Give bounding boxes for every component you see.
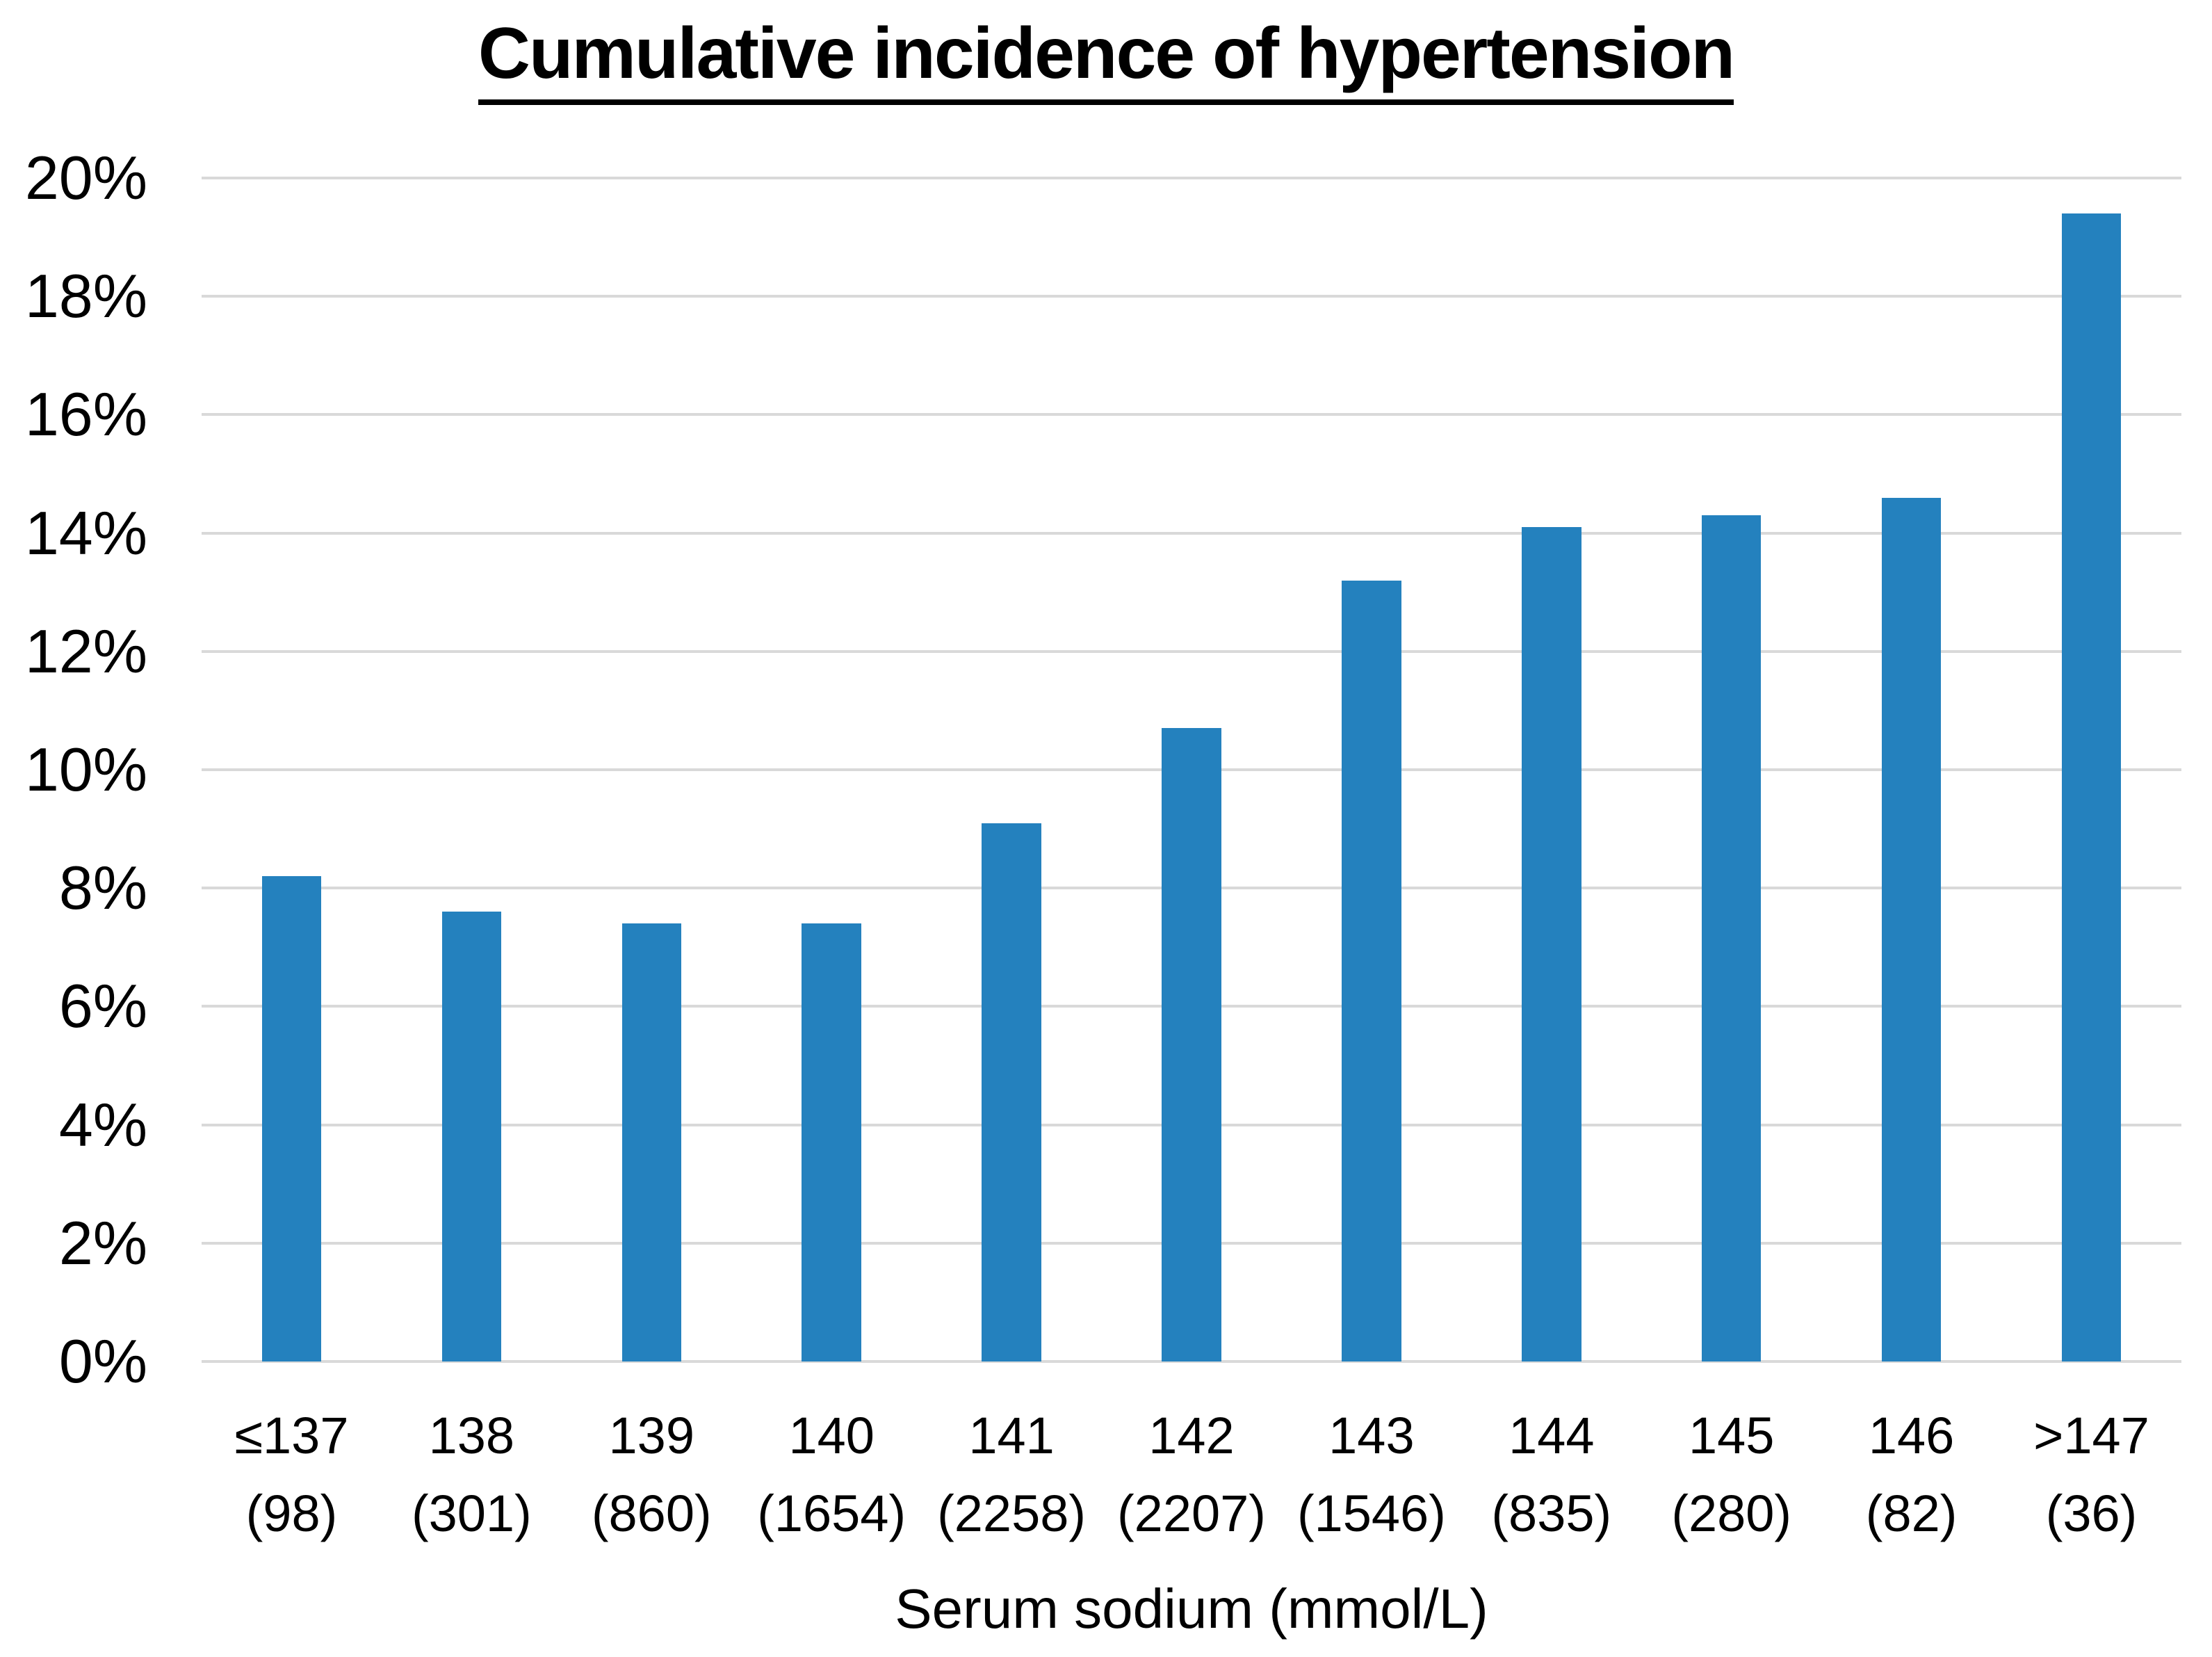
bar-138: [441, 912, 502, 1361]
x-tick-label: 141: [968, 1407, 1055, 1464]
x-tick-label: >147: [2033, 1407, 2149, 1464]
x-label-cell: 145 (280): [1641, 1410, 1821, 1539]
bar-column: [2001, 178, 2181, 1361]
x-axis-title: Serum sodium (mmol/L): [895, 1578, 1488, 1640]
bar-column: [562, 178, 742, 1361]
x-tick-label: 144: [1508, 1407, 1595, 1464]
chart-title-text: Cumulative incidence of hypertension: [478, 13, 1735, 105]
bar-146: [1881, 497, 1942, 1361]
y-tick-label: 14%: [24, 498, 147, 567]
y-gridline: [202, 177, 2181, 179]
x-axis-labels: ≤137 (98) 138 (301) 139 (860) 140 (1654) 141 (225…: [202, 1410, 2181, 1539]
bar-column: [1281, 178, 1461, 1361]
x-label-cell: 144 (835): [1461, 1410, 1641, 1539]
x-label-cell: 138 (301): [382, 1410, 562, 1539]
bar-143: [1342, 580, 1401, 1361]
x-label-cell: 141 (2258): [922, 1410, 1102, 1539]
y-gridline: [202, 531, 2181, 535]
x-tick-count: (98): [245, 1485, 338, 1542]
x-label-cell: 146 (82): [1821, 1410, 2001, 1539]
x-tick-count: (1654): [757, 1485, 906, 1542]
x-label-cell: >147 (36): [2001, 1410, 2181, 1539]
bar->147: [2061, 213, 2122, 1361]
y-gridline: [202, 295, 2181, 298]
y-gridline: [202, 649, 2181, 653]
x-label-cell: ≤137 (98): [202, 1410, 382, 1539]
x-label-cell: 139 (860): [562, 1410, 742, 1539]
x-tick-label: 139: [608, 1407, 694, 1464]
x-tick-label: 140: [788, 1407, 875, 1464]
x-tick-count: (301): [411, 1485, 532, 1542]
y-tick-label: 18%: [24, 261, 147, 331]
x-label-cell: 142 (2207): [1102, 1410, 1282, 1539]
x-label-cell: 140 (1654): [742, 1410, 922, 1539]
bar-139: [621, 923, 681, 1361]
y-tick-label: 6%: [58, 971, 147, 1041]
bar-series: [202, 178, 2181, 1361]
y-tick-label: 0%: [58, 1327, 147, 1396]
bar-column: [1461, 178, 1641, 1361]
bar-column: [382, 178, 562, 1361]
y-gridline: [202, 413, 2181, 417]
bar-145: [1701, 515, 1762, 1361]
x-tick-label: 145: [1688, 1407, 1775, 1464]
y-tick-label: 8%: [58, 853, 147, 923]
bar-column: [1641, 178, 1821, 1361]
x-tick-label: 142: [1148, 1407, 1235, 1464]
bar-column: [1102, 178, 1282, 1361]
y-axis: 20% 18% 16% 14% 12% 10% 8% 6% 4% 2% 0%: [0, 143, 147, 1396]
y-tick-label: 4%: [58, 1090, 147, 1159]
bar-140: [802, 923, 861, 1361]
bar-141: [982, 823, 1041, 1361]
x-label-cell: 143 (1546): [1281, 1410, 1461, 1539]
x-tick-count: (835): [1491, 1485, 1612, 1542]
y-tick-label: 10%: [24, 735, 147, 804]
x-tick-count: (860): [591, 1485, 712, 1542]
y-tick-label: 16%: [24, 380, 147, 449]
x-tick-label: 138: [428, 1407, 515, 1464]
x-tick-count: (36): [2045, 1485, 2138, 1542]
x-tick-label: 143: [1328, 1407, 1415, 1464]
x-tick-count: (82): [1865, 1485, 1958, 1542]
bar-column: [202, 178, 382, 1361]
bar-column: [922, 178, 1102, 1361]
x-tick-label: ≤137: [234, 1407, 349, 1464]
y-tick-label: 2%: [58, 1208, 147, 1277]
y-tick-label: 20%: [24, 143, 147, 212]
bar-column: [742, 178, 922, 1361]
x-tick-count: (2258): [937, 1485, 1087, 1542]
x-tick-count: (1546): [1296, 1485, 1446, 1542]
plot-area: [202, 177, 2181, 1363]
bar-≤137: [261, 876, 322, 1361]
chart-title: Cumulative incidence of hypertension: [0, 13, 2212, 105]
x-tick-label: 146: [1868, 1407, 1955, 1464]
x-tick-count: (2207): [1117, 1485, 1266, 1542]
bar-column: [1821, 178, 2001, 1361]
x-tick-count: (280): [1671, 1485, 1792, 1542]
bar-144: [1522, 527, 1581, 1361]
y-gridline: [202, 1360, 2181, 1363]
y-tick-label: 12%: [24, 616, 147, 686]
bar-142: [1162, 728, 1221, 1361]
